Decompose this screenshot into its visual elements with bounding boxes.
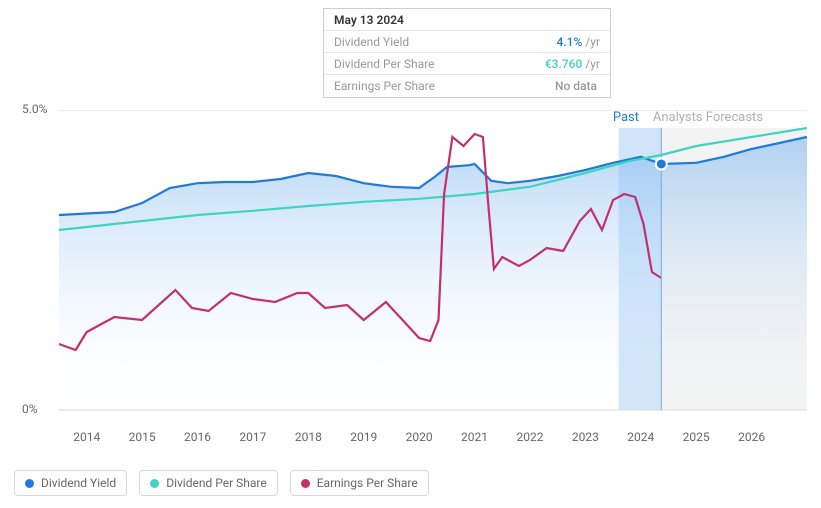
tooltip-unit: /yr	[585, 57, 600, 71]
tooltip-value: 4.1%	[556, 35, 582, 49]
x-axis-label: 2019	[350, 430, 377, 444]
x-axis-label: 2018	[295, 430, 322, 444]
chart-plot-area[interactable]: Past Analysts Forecasts 5.0%0%2014201520…	[14, 110, 807, 440]
tooltip-label: Dividend Yield	[334, 35, 556, 49]
x-axis-label: 2015	[129, 430, 156, 444]
tooltip-date: May 13 2024	[324, 9, 610, 31]
legend-item-eps[interactable]: Earnings Per Share	[290, 470, 429, 496]
tooltip-unit: /yr	[585, 35, 600, 49]
x-axis-label: 2021	[461, 430, 488, 444]
tooltip-row-dps: Dividend Per Share €3.760 /yr	[324, 53, 610, 75]
x-axis-label: 2026	[738, 430, 765, 444]
tooltip-value: No data	[555, 79, 597, 93]
x-axis-label: 2016	[184, 430, 211, 444]
legend-label: Dividend Per Share	[166, 476, 267, 490]
tooltip-value: €3.760	[545, 57, 582, 71]
tooltip-row-yield: Dividend Yield 4.1% /yr	[324, 31, 610, 53]
legend-dot	[150, 479, 159, 488]
x-axis-label: 2014	[73, 430, 100, 444]
chart-legend: Dividend Yield Dividend Per Share Earnin…	[14, 470, 429, 496]
x-axis-label: 2020	[406, 430, 433, 444]
legend-label: Dividend Yield	[41, 476, 116, 490]
legend-dot	[301, 479, 310, 488]
y-axis-label: 5.0%	[22, 102, 47, 116]
tooltip-row-eps: Earnings Per Share No data	[324, 75, 610, 97]
legend-dot	[25, 479, 34, 488]
y-axis-label: 0%	[22, 402, 38, 416]
tooltip-label: Earnings Per Share	[334, 79, 555, 93]
x-axis-label: 2025	[683, 430, 710, 444]
legend-item-yield[interactable]: Dividend Yield	[14, 470, 127, 496]
region-label-past: Past	[613, 110, 639, 125]
tooltip-label: Dividend Per Share	[334, 57, 545, 71]
x-axis-label: 2024	[627, 430, 654, 444]
legend-label: Earnings Per Share	[317, 476, 418, 490]
chart-svg	[14, 110, 807, 440]
region-label-forecast: Analysts Forecasts	[653, 110, 763, 125]
x-axis-label: 2023	[572, 430, 599, 444]
x-axis-label: 2022	[516, 430, 543, 444]
dividend-chart-container: { "tooltip": { "date": "May 13 2024", "r…	[0, 0, 821, 508]
chart-tooltip: May 13 2024 Dividend Yield 4.1% /yr Divi…	[323, 8, 611, 98]
x-axis-label: 2017	[239, 430, 266, 444]
legend-item-dps[interactable]: Dividend Per Share	[139, 470, 278, 496]
